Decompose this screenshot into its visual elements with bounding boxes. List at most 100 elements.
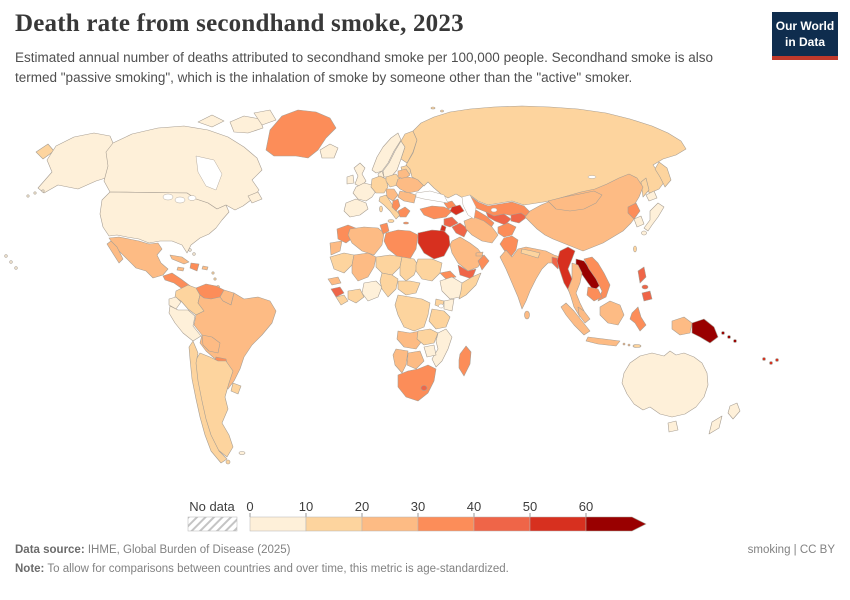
region-france[interactable] [352,182,377,202]
region-saudi-arabia[interactable] [449,236,485,272]
region-crete-icon[interactable] [403,221,409,225]
region-hungary-balkans[interactable] [385,188,399,202]
region-syria[interactable] [443,216,459,228]
region-fiji-icon[interactable] [762,357,766,361]
region-java[interactable] [585,336,621,347]
region-nepal[interactable] [520,248,541,259]
region-iberia[interactable] [343,198,369,218]
region-iraq[interactable] [451,222,469,238]
region-iceland[interactable] [319,143,339,159]
region-norway[interactable] [371,132,402,174]
region-new-zealand-north[interactable] [727,402,741,420]
region-timor-icon[interactable] [632,344,642,348]
region-kyrgyz-tajik[interactable] [510,212,528,224]
region-madagascar[interactable] [458,345,472,377]
region-lesotho-icon[interactable] [420,385,428,391]
region-afghanistan[interactable] [497,222,517,238]
region-solomon-icon[interactable] [721,331,725,335]
region-papua-new-guinea[interactable] [691,318,719,344]
region-aleutians-icon[interactable] [33,191,37,195]
region-south-korea[interactable] [633,215,645,228]
region-sardinia-icon[interactable] [379,205,383,213]
region-kenya[interactable] [443,298,455,312]
region-tunisia[interactable] [379,222,390,235]
region-sumatra[interactable] [560,302,591,336]
region-serbia-albania[interactable] [391,198,401,212]
legend-bin-50-60[interactable] [529,516,587,532]
region-sudan[interactable] [415,258,443,282]
region-canada[interactable] [103,125,263,211]
region-hawaii-icon[interactable] [4,254,8,258]
region-uzbekistan[interactable] [485,211,512,226]
region-newfoundland[interactable] [247,191,263,204]
region-fiji-icon[interactable] [769,361,773,365]
region-nigeria[interactable] [379,272,399,298]
region-mali[interactable] [351,252,377,282]
region-cameroon-car[interactable] [397,280,421,296]
legend-bin-0-10[interactable] [249,516,307,532]
legend-no-data-swatch[interactable] [187,516,238,532]
region-hawaii-icon[interactable] [9,260,13,264]
region-bahamas-icon[interactable] [192,252,196,256]
region-ecuador[interactable] [168,296,182,310]
region-zimbabwe[interactable] [423,344,437,358]
region-mauritania[interactable] [329,252,355,274]
region-jamaica[interactable] [176,266,185,272]
region-burkina-ghana[interactable] [361,280,383,302]
region-lesser-antilles-icon[interactable] [213,277,217,281]
region-greenland[interactable] [265,109,337,159]
region-malaysia[interactable] [577,306,591,324]
region-senegal[interactable] [327,276,342,286]
region-new-zealand-south[interactable] [708,415,723,435]
region-bahamas-icon[interactable] [188,248,192,252]
region-armenia-azerbaijan[interactable] [449,204,465,216]
region-japan-hokkaido[interactable] [645,190,658,202]
region-ireland[interactable] [346,174,355,185]
region-kamchatka[interactable] [654,161,672,188]
region-vietnam[interactable] [583,256,611,302]
region-ukraine[interactable] [395,176,425,194]
region-sri-lanka-icon[interactable] [524,310,530,320]
region-fiji-icon[interactable] [775,358,779,362]
region-bolivia[interactable] [201,334,221,354]
region-svalbard-icon[interactable] [440,109,444,113]
region-solomon-icon[interactable] [733,339,737,343]
region-tierra-del-fuego-icon[interactable] [225,459,231,465]
region-romania-bulgaria[interactable] [397,190,417,204]
region-hawaii-icon[interactable] [14,266,18,270]
region-bali-icon[interactable] [622,342,626,346]
region-uae[interactable] [475,251,484,257]
region-ivory-coast[interactable] [347,288,365,304]
region-philippines-luzon[interactable] [637,266,647,284]
legend-bin-30-40[interactable] [417,516,475,532]
region-tanzania[interactable] [428,308,451,330]
region-australia[interactable] [621,350,709,418]
region-oman[interactable] [477,254,490,271]
legend-bin-10-20[interactable] [305,516,363,532]
region-philippines-mindanao[interactable] [641,290,653,302]
region-west-papua[interactable] [671,316,693,336]
region-sierra-liberia[interactable] [335,294,349,306]
region-turkey[interactable] [419,205,453,220]
region-western-sahara[interactable] [329,240,343,256]
region-algeria[interactable] [347,226,385,256]
region-cambodia[interactable] [586,286,603,302]
region-sicily-icon[interactable] [387,219,395,223]
region-solomon-icon[interactable] [727,335,731,339]
region-greece[interactable] [397,206,411,218]
region-taiwan-icon[interactable] [633,245,637,253]
region-uruguay[interactable] [230,382,242,395]
region-sulawesi[interactable] [629,306,647,332]
region-mongolia[interactable] [547,190,603,212]
region-japan-kyushu-icon[interactable] [641,230,647,236]
region-uk[interactable] [353,162,367,188]
region-south-africa[interactable] [397,364,437,402]
region-germany-central[interactable] [370,175,389,194]
region-philippines-visayas-icon[interactable] [641,284,649,290]
region-mexico[interactable] [108,236,169,279]
region-svalbard-icon[interactable] [430,106,436,110]
region-mozambique[interactable] [431,328,453,368]
region-cuba[interactable] [169,254,190,265]
region-chile[interactable] [188,340,228,464]
region-peru[interactable] [168,305,202,342]
